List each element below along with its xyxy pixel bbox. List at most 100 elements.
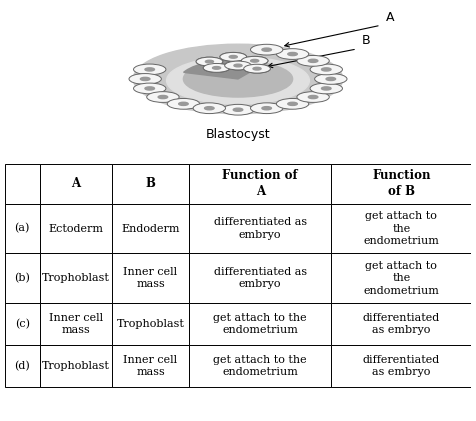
FancyBboxPatch shape bbox=[5, 303, 40, 345]
Circle shape bbox=[250, 59, 259, 62]
FancyBboxPatch shape bbox=[331, 253, 471, 303]
Circle shape bbox=[288, 102, 298, 105]
Circle shape bbox=[134, 83, 166, 94]
Circle shape bbox=[167, 57, 309, 104]
Circle shape bbox=[244, 64, 270, 73]
Circle shape bbox=[183, 61, 293, 97]
Circle shape bbox=[225, 61, 251, 70]
Wedge shape bbox=[184, 60, 267, 79]
Text: Blastocyst: Blastocyst bbox=[206, 128, 270, 141]
Circle shape bbox=[250, 103, 283, 114]
Text: differentiated as
embryo: differentiated as embryo bbox=[214, 217, 307, 240]
Circle shape bbox=[220, 52, 247, 61]
Text: Trophoblast: Trophoblast bbox=[42, 361, 110, 371]
FancyBboxPatch shape bbox=[40, 345, 112, 387]
FancyBboxPatch shape bbox=[5, 345, 40, 387]
Circle shape bbox=[297, 56, 329, 66]
Text: B: B bbox=[146, 177, 156, 190]
Text: Inner cell
mass: Inner cell mass bbox=[49, 313, 103, 335]
Circle shape bbox=[315, 74, 347, 84]
Circle shape bbox=[310, 64, 342, 75]
FancyBboxPatch shape bbox=[189, 164, 331, 204]
Circle shape bbox=[134, 64, 166, 75]
FancyBboxPatch shape bbox=[40, 164, 112, 204]
Text: Function
of B: Function of B bbox=[372, 169, 430, 198]
Circle shape bbox=[145, 68, 155, 71]
Circle shape bbox=[234, 64, 242, 67]
FancyBboxPatch shape bbox=[189, 253, 331, 303]
Circle shape bbox=[205, 107, 214, 110]
Circle shape bbox=[203, 64, 230, 72]
Circle shape bbox=[167, 99, 199, 109]
FancyBboxPatch shape bbox=[331, 345, 471, 387]
Circle shape bbox=[277, 99, 309, 109]
Circle shape bbox=[193, 103, 226, 114]
FancyBboxPatch shape bbox=[112, 253, 189, 303]
Text: A: A bbox=[386, 11, 394, 24]
Circle shape bbox=[244, 64, 270, 73]
Text: Function of
A: Function of A bbox=[222, 169, 298, 198]
Text: (c): (c) bbox=[15, 319, 30, 329]
Circle shape bbox=[220, 52, 247, 61]
Circle shape bbox=[212, 67, 220, 69]
Circle shape bbox=[262, 48, 271, 51]
Circle shape bbox=[212, 67, 220, 69]
Text: get attach to
the
endometrium: get attach to the endometrium bbox=[363, 211, 439, 246]
Circle shape bbox=[196, 57, 223, 66]
Text: get attach to the
endometrium: get attach to the endometrium bbox=[213, 355, 307, 377]
Text: Endoderm: Endoderm bbox=[121, 224, 180, 234]
Circle shape bbox=[321, 87, 331, 90]
Circle shape bbox=[250, 59, 259, 62]
Circle shape bbox=[250, 44, 283, 55]
Circle shape bbox=[196, 57, 223, 66]
Circle shape bbox=[133, 44, 343, 114]
Circle shape bbox=[253, 67, 261, 70]
Circle shape bbox=[225, 61, 251, 70]
Text: A: A bbox=[71, 177, 80, 190]
FancyBboxPatch shape bbox=[331, 164, 471, 204]
Text: Trophoblast: Trophoblast bbox=[42, 273, 110, 283]
Text: differentiated
as embryo: differentiated as embryo bbox=[363, 355, 440, 377]
Text: differentiated as
embryo: differentiated as embryo bbox=[214, 267, 307, 289]
Text: Ectoderm: Ectoderm bbox=[49, 224, 103, 234]
Circle shape bbox=[297, 92, 329, 102]
Circle shape bbox=[203, 64, 230, 72]
FancyBboxPatch shape bbox=[189, 345, 331, 387]
FancyBboxPatch shape bbox=[331, 204, 471, 253]
Text: (d): (d) bbox=[14, 361, 30, 371]
FancyBboxPatch shape bbox=[40, 253, 112, 303]
Circle shape bbox=[206, 60, 213, 63]
Circle shape bbox=[206, 60, 213, 63]
Circle shape bbox=[145, 87, 155, 90]
FancyBboxPatch shape bbox=[189, 204, 331, 253]
Text: differentiated
as embryo: differentiated as embryo bbox=[363, 313, 440, 335]
FancyBboxPatch shape bbox=[40, 303, 112, 345]
Text: (b): (b) bbox=[14, 273, 30, 283]
Circle shape bbox=[253, 67, 261, 70]
FancyBboxPatch shape bbox=[112, 164, 189, 204]
Circle shape bbox=[140, 77, 150, 80]
Circle shape bbox=[241, 56, 268, 65]
Circle shape bbox=[321, 68, 331, 71]
Circle shape bbox=[229, 56, 238, 58]
Circle shape bbox=[222, 104, 254, 115]
FancyBboxPatch shape bbox=[112, 303, 189, 345]
Text: get attach to the
endometrium: get attach to the endometrium bbox=[213, 313, 307, 335]
Circle shape bbox=[229, 56, 238, 58]
Text: B: B bbox=[362, 35, 370, 47]
Text: (a): (a) bbox=[15, 224, 30, 234]
Text: Inner cell
mass: Inner cell mass bbox=[123, 267, 178, 289]
Circle shape bbox=[277, 49, 309, 59]
Circle shape bbox=[308, 96, 318, 99]
Circle shape bbox=[158, 96, 168, 99]
Text: Inner cell
mass: Inner cell mass bbox=[123, 355, 178, 377]
Circle shape bbox=[241, 56, 268, 65]
FancyBboxPatch shape bbox=[40, 204, 112, 253]
FancyBboxPatch shape bbox=[112, 204, 189, 253]
FancyBboxPatch shape bbox=[5, 204, 40, 253]
Circle shape bbox=[233, 108, 243, 111]
Circle shape bbox=[147, 92, 179, 102]
FancyBboxPatch shape bbox=[331, 303, 471, 345]
Circle shape bbox=[129, 74, 161, 84]
FancyBboxPatch shape bbox=[5, 253, 40, 303]
